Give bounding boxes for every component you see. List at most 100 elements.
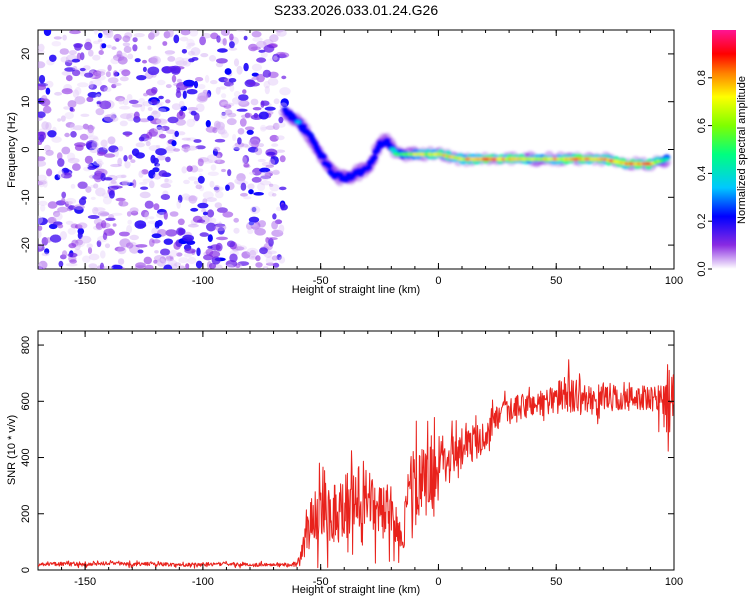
noise-speckle: [90, 196, 96, 200]
noise-speckle: [136, 75, 147, 81]
noise-speckle: [93, 30, 99, 35]
noise-speckle: [67, 152, 76, 161]
x-tick-label: 50: [550, 576, 562, 588]
noise-speckle: [246, 129, 254, 135]
noise-speckle: [61, 70, 72, 76]
noise-speckle: [272, 53, 280, 63]
noise-speckle: [59, 231, 67, 240]
noise-speckle: [103, 177, 113, 181]
noise-speckle: [185, 145, 198, 151]
noise-speckle: [276, 135, 285, 141]
noise-speckle: [65, 201, 73, 205]
x-tick-label: -150: [74, 275, 96, 287]
noise-speckle: [280, 98, 289, 108]
noise-speckles: [38, 30, 291, 269]
ridge-core: [370, 154, 378, 161]
noise-speckle: [134, 220, 147, 229]
colorbar-tick-label: 0.4: [696, 166, 708, 181]
y-tick-label: 800: [20, 336, 32, 354]
noise-speckle: [237, 128, 245, 135]
noise-speckle: [96, 151, 106, 156]
noise-speckle: [93, 40, 101, 45]
noise-speckle: [265, 262, 275, 266]
noise-speckle: [196, 247, 201, 257]
noise-speckle: [151, 233, 162, 239]
noise-speckle: [169, 211, 179, 217]
noise-speckle: [135, 244, 148, 248]
noise-speckle: [110, 163, 122, 168]
noise-speckle: [199, 36, 207, 46]
noise-speckle: [38, 43, 45, 52]
noise-speckle: [62, 250, 68, 257]
noise-speckle: [213, 120, 221, 130]
noise-speckle: [256, 40, 267, 48]
noise-speckle: [276, 30, 281, 37]
noise-speckle: [193, 139, 202, 143]
noise-speckle: [98, 50, 104, 55]
noise-speckle: [223, 81, 234, 87]
noise-speckle: [157, 108, 167, 113]
noise-speckle: [279, 87, 291, 96]
noise-speckle: [56, 152, 63, 160]
noise-speckle: [61, 146, 71, 155]
noise-speckle: [130, 210, 139, 216]
noise-speckle: [157, 79, 166, 86]
noise-speckle: [115, 174, 126, 179]
noise-speckle: [228, 47, 238, 51]
noise-speckle: [67, 100, 77, 109]
noise-speckle: [204, 74, 210, 83]
noise-speckle: [264, 85, 270, 95]
noise-speckle: [142, 66, 147, 72]
noise-speckle: [267, 237, 278, 241]
noise-speckle: [79, 67, 86, 72]
noise-speckle: [183, 179, 190, 185]
noise-speckle: [183, 148, 189, 153]
noise-speckle: [118, 199, 124, 207]
noise-speckle: [154, 250, 159, 254]
noise-speckle: [95, 108, 105, 116]
noise-speckle: [93, 218, 103, 226]
noise-speckle: [46, 168, 53, 177]
noise-speckle: [59, 48, 69, 55]
noise-speckle: [108, 190, 115, 199]
noise-speckle: [138, 118, 150, 123]
noise-speckle: [281, 75, 287, 80]
noise-speckle: [111, 264, 123, 269]
noise-speckle: [215, 121, 225, 131]
noise-speckle: [212, 127, 218, 134]
noise-speckle: [239, 118, 247, 127]
noise-speckle: [51, 136, 62, 143]
noise-speckle: [221, 168, 226, 173]
noise-speckle: [61, 167, 70, 174]
noise-speckle: [243, 62, 249, 72]
noise-speckle: [206, 154, 218, 163]
noise-speckle: [181, 49, 187, 54]
colorbar-label: Normalized spectral amplitude: [736, 76, 748, 224]
noise-speckle: [264, 106, 276, 111]
noise-speckle: [233, 217, 239, 223]
noise-speckle: [156, 102, 163, 109]
noise-speckle: [210, 80, 218, 85]
noise-speckle: [41, 252, 50, 257]
noise-speckle: [165, 50, 173, 56]
noise-speckle: [99, 100, 112, 110]
noise-speckle: [156, 258, 167, 267]
noise-speckle: [253, 192, 264, 196]
noise-speckle: [119, 120, 128, 127]
noise-speckle: [182, 60, 191, 67]
noise-speckle: [115, 197, 126, 202]
noise-speckle: [224, 68, 232, 75]
noise-speckle: [173, 148, 181, 152]
noise-speckle: [167, 30, 174, 38]
noise-speckle: [134, 58, 141, 63]
noise-speckle: [45, 122, 52, 131]
y-tick-label: -20: [20, 237, 32, 253]
noise-speckle: [107, 136, 116, 145]
noise-speckle: [93, 173, 103, 183]
noise-speckle: [216, 35, 221, 43]
noise-speckle: [118, 145, 124, 152]
noise-speckle: [95, 187, 106, 197]
noise-speckle: [190, 110, 197, 116]
noise-speckle: [167, 56, 176, 62]
noise-speckle: [100, 250, 106, 259]
